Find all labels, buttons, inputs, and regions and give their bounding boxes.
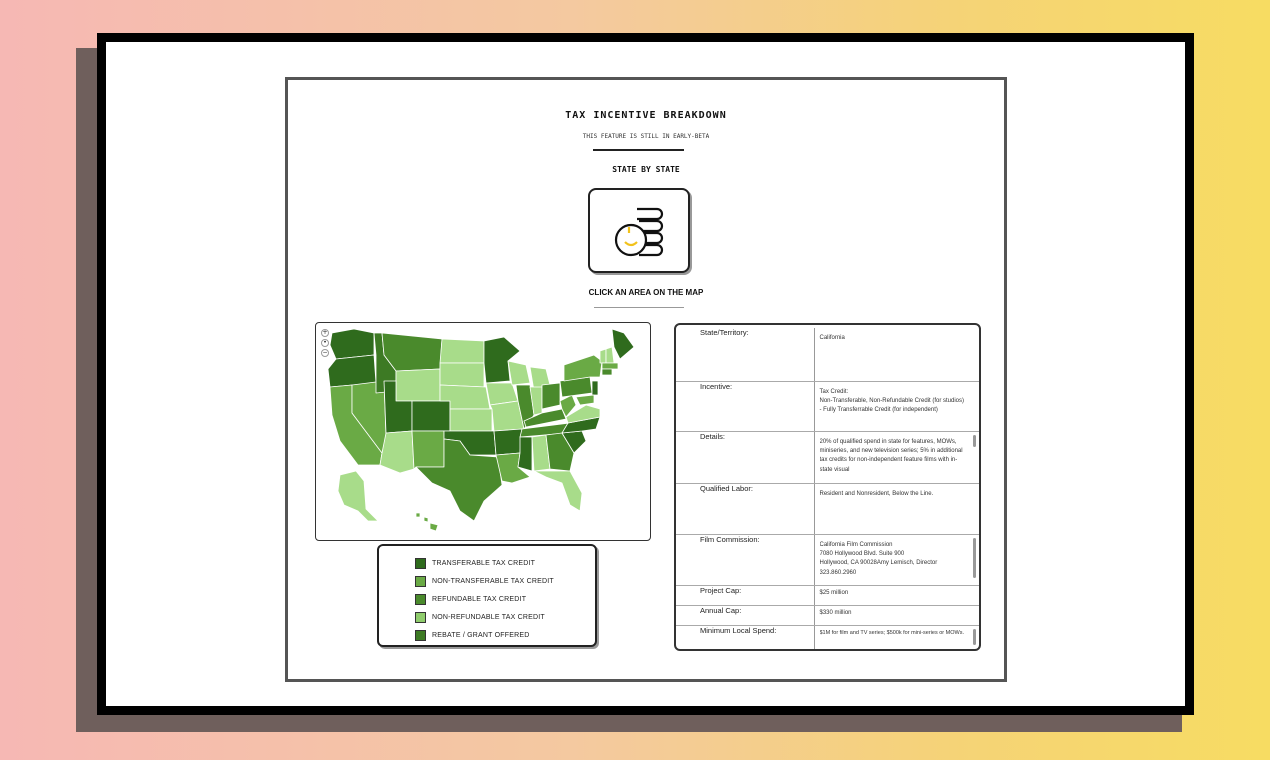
state-florida[interactable] xyxy=(533,470,583,512)
state-new-mexico[interactable] xyxy=(411,430,445,470)
details-text: 20% of qualified spend in state for feat… xyxy=(819,438,963,473)
legend-label: REFUNDABLE TAX CREDIT xyxy=(432,595,527,603)
row-value-scrollable[interactable]: California Film Commission 7080 Hollywoo… xyxy=(814,534,979,586)
row-key: Minimum Local Spend: xyxy=(676,625,815,649)
state-ohio[interactable] xyxy=(541,382,561,410)
legend-item: NON-TRANSFERABLE TAX CREDIT xyxy=(415,572,595,590)
table-row[interactable]: Minimum Local Spend: $1M for film and TV… xyxy=(676,625,979,649)
zoom-out-button[interactable]: − xyxy=(321,349,329,357)
state-vermont[interactable] xyxy=(599,348,607,364)
us-map-panel: + • − xyxy=(315,322,651,541)
state-hawaii[interactable] xyxy=(415,512,439,532)
map-legend: TRANSFERABLE TAX CREDIT NON-TRANSFERABLE… xyxy=(377,544,597,647)
row-value: $330 million xyxy=(814,605,979,626)
tax-incentive-page: TAX INCENTIVE BREAKDOWN THIS FEATURE IS … xyxy=(285,77,1007,682)
state-mississippi[interactable] xyxy=(517,436,533,472)
state-south-dakota[interactable] xyxy=(439,362,485,388)
table-row: Qualified Labor: Resident and Nonresiden… xyxy=(676,483,979,535)
coin-stack-smile-icon xyxy=(614,207,664,256)
legend-swatch xyxy=(415,575,426,587)
legend-label: NON-REFUNDABLE TAX CREDIT xyxy=(432,614,545,622)
row-key: Film Commission: xyxy=(676,534,815,586)
legend-swatch xyxy=(415,630,426,642)
state-kansas[interactable] xyxy=(449,408,493,432)
state-new-york[interactable] xyxy=(563,354,603,382)
legend-label: TRANSFERABLE TAX CREDIT xyxy=(432,559,536,567)
frame-inner: TAX INCENTIVE BREAKDOWN THIS FEATURE IS … xyxy=(106,42,1185,706)
row-key: Annual Cap: xyxy=(676,605,815,626)
commission-text: California Film Commission 7080 Hollywoo… xyxy=(819,541,938,576)
row-key: Qualified Labor: xyxy=(676,483,815,535)
legend-swatch xyxy=(415,593,426,605)
local-spend-text: $1M for film and TV series; $500k for mi… xyxy=(819,629,964,636)
state-texas[interactable] xyxy=(415,438,503,522)
section-heading: STATE BY STATE xyxy=(612,165,680,174)
state-arizona[interactable] xyxy=(379,430,415,474)
state-washington[interactable] xyxy=(329,328,375,360)
zoom-in-button[interactable]: + xyxy=(321,329,329,337)
row-value: Resident and Nonresident, Below the Line… xyxy=(814,483,979,535)
state-info-panel: State/Territory: California Incentive: T… xyxy=(674,323,981,651)
legend-label: NON-TRANSFERABLE TAX CREDIT xyxy=(432,577,554,585)
screenshot-frame: TAX INCENTIVE BREAKDOWN THIS FEATURE IS … xyxy=(97,33,1194,715)
legend-label: REBATE / GRANT OFFERED xyxy=(432,632,530,640)
zoom-controls: + • − xyxy=(321,329,329,357)
state-info-table: State/Territory: California Incentive: T… xyxy=(676,328,979,649)
row-value: $25 million xyxy=(814,585,979,606)
state-kentucky[interactable] xyxy=(523,408,567,428)
row-key: Project Cap: xyxy=(676,585,815,606)
table-row: Incentive: Tax Credit: Non-Transferable,… xyxy=(676,381,979,432)
table-row: State/Territory: California xyxy=(676,328,979,382)
legend-item: REFUNDABLE TAX CREDIT xyxy=(415,590,595,608)
table-row: Annual Cap: $330 million xyxy=(676,605,979,626)
table-row[interactable]: Details: 20% of qualified spend in state… xyxy=(676,431,979,484)
state-georgia[interactable] xyxy=(545,432,575,472)
row-key: Incentive: xyxy=(676,381,815,432)
state-connecticut[interactable] xyxy=(601,368,613,376)
table-row[interactable]: Film Commission: California Film Commiss… xyxy=(676,534,979,586)
state-maine[interactable] xyxy=(611,328,635,360)
zoom-reset-button[interactable]: • xyxy=(321,339,329,347)
instruction-divider xyxy=(594,307,684,308)
commission-scrollbar[interactable] xyxy=(973,537,976,578)
page-title: TAX INCENTIVE BREAKDOWN xyxy=(565,110,727,121)
state-new-hampshire[interactable] xyxy=(605,346,615,364)
row-value: California xyxy=(814,328,979,382)
state-alaska[interactable] xyxy=(337,470,379,522)
legend-item: NON-REFUNDABLE TAX CREDIT xyxy=(415,609,595,627)
logo-card xyxy=(588,188,690,273)
state-wyoming[interactable] xyxy=(395,368,441,402)
row-value-scrollable[interactable]: $1M for film and TV series; $500k for mi… xyxy=(814,625,979,649)
page-subtitle: THIS FEATURE IS STILL IN EARLY-BETA xyxy=(582,133,710,140)
map-instruction: CLICK AN AREA ON THE MAP xyxy=(588,288,704,297)
legend-item: REBATE / GRANT OFFERED xyxy=(415,627,595,645)
state-colorado[interactable] xyxy=(411,400,451,432)
table-row: Project Cap: $25 million xyxy=(676,585,979,606)
state-virginia[interactable] xyxy=(565,404,601,424)
legend-swatch xyxy=(415,557,426,569)
row-key: State/Territory: xyxy=(676,328,815,382)
state-new-jersey[interactable] xyxy=(591,380,599,396)
state-arkansas[interactable] xyxy=(493,428,523,456)
local-spend-scrollbar[interactable] xyxy=(973,628,976,645)
state-maryland[interactable] xyxy=(575,394,595,406)
row-value: Tax Credit: Non-Transferable, Non-Refund… xyxy=(814,381,979,432)
row-value-scrollable[interactable]: 20% of qualified spend in state for feat… xyxy=(814,431,979,484)
details-scrollbar[interactable] xyxy=(973,434,976,447)
state-oregon[interactable] xyxy=(327,354,377,388)
us-map[interactable] xyxy=(324,325,648,539)
row-key: Details: xyxy=(676,431,815,484)
state-north-dakota[interactable] xyxy=(439,338,485,364)
state-massachusetts[interactable] xyxy=(601,362,619,370)
state-minnesota[interactable] xyxy=(483,336,521,384)
title-divider xyxy=(593,149,684,151)
legend-item: TRANSFERABLE TAX CREDIT xyxy=(415,554,595,572)
legend-swatch xyxy=(415,612,426,624)
state-wisconsin[interactable] xyxy=(507,360,531,386)
